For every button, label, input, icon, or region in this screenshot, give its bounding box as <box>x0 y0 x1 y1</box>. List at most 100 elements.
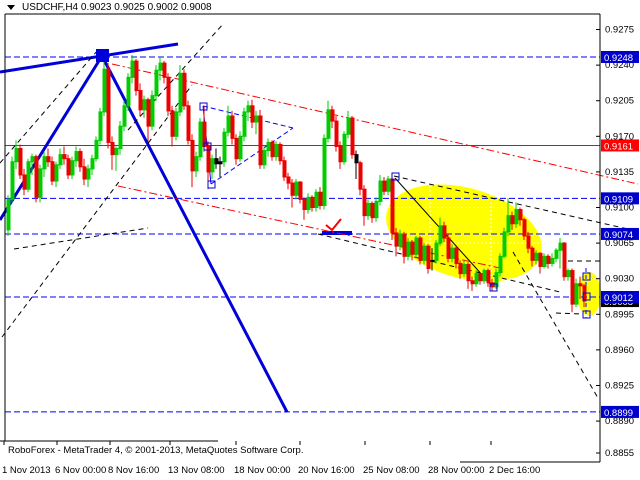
candle <box>178 65 183 116</box>
candle-body <box>54 164 59 182</box>
chart-title-ohlc: USDCHF,H4 0.9023 0.9025 0.9002 0.9008 <box>22 1 212 13</box>
price-tick-label: 0.9030 <box>605 274 634 285</box>
candle <box>570 268 575 313</box>
annotation-line[interactable] <box>127 22 225 131</box>
candle-body <box>42 156 47 170</box>
candle <box>462 260 467 277</box>
candle-body <box>422 245 427 261</box>
annotation-line[interactable] <box>512 251 599 399</box>
candle-body <box>474 273 479 285</box>
candle-body <box>94 139 99 160</box>
candle <box>126 73 131 111</box>
candle <box>350 115 355 159</box>
selection-handle-square[interactable] <box>489 283 498 292</box>
annotation-line[interactable] <box>317 233 561 293</box>
candle <box>34 154 39 203</box>
candle-body <box>262 150 267 166</box>
annotation-line[interactable] <box>1 84 193 338</box>
candle-body <box>254 115 259 123</box>
selection-handle-square[interactable] <box>207 180 216 189</box>
candle <box>330 105 335 129</box>
selection-handle-square[interactable] <box>203 142 212 151</box>
trendline-anchor-square[interactable] <box>96 49 109 62</box>
candle-body <box>46 156 51 163</box>
price-label-text: 0.8899 <box>604 408 633 419</box>
price-tick-label: 0.9275 <box>605 25 634 36</box>
candle-body <box>502 231 507 257</box>
selection-handle-square[interactable] <box>582 310 591 319</box>
candle-body <box>458 262 463 275</box>
candle-body <box>122 105 127 127</box>
annotation-line[interactable] <box>393 175 629 230</box>
chart-title-bar: USDCHF,H4 0.9023 0.9025 0.9002 0.9008 <box>5 1 212 13</box>
candle-body <box>538 252 543 267</box>
candle-body <box>246 105 251 113</box>
date-label: 8 Nov 16:00 <box>108 465 159 476</box>
candle-body <box>530 247 535 261</box>
candle <box>374 197 379 222</box>
candle <box>258 109 263 169</box>
date-label: 2 Dec 16:00 <box>489 465 540 476</box>
annotation-line[interactable] <box>100 55 289 413</box>
candle-body <box>74 151 79 162</box>
candle <box>558 238 563 269</box>
annotation-line[interactable] <box>111 63 639 185</box>
candle-body <box>222 131 227 163</box>
candle <box>442 221 447 243</box>
candle-body <box>82 166 87 180</box>
candle <box>398 229 403 251</box>
candle <box>278 142 283 165</box>
selection-handle-square[interactable] <box>199 102 208 111</box>
candle-body <box>414 237 419 255</box>
selection-handle-square[interactable] <box>582 272 591 281</box>
candle-body <box>234 137 239 160</box>
candle <box>222 128 227 167</box>
candle <box>526 231 531 254</box>
candle-body <box>22 174 27 190</box>
candle <box>382 176 387 196</box>
candle-body <box>134 60 139 92</box>
candle <box>474 270 479 287</box>
candle-body <box>266 141 271 152</box>
candle <box>82 158 87 186</box>
date-label: 28 Nov 00:00 <box>428 465 485 476</box>
candle-body <box>186 105 191 141</box>
candle-body <box>366 202 371 217</box>
candle-body <box>498 255 503 274</box>
annotation-line[interactable] <box>13 227 149 250</box>
annotation-line[interactable] <box>0 49 99 164</box>
candle <box>6 195 11 236</box>
symbol-dropdown-arrow-icon[interactable] <box>7 4 15 10</box>
candle <box>522 217 527 241</box>
candle-body <box>370 202 375 219</box>
candle <box>158 56 163 81</box>
price-tick-label: 0.8995 <box>605 309 634 320</box>
marks-layer <box>96 49 591 319</box>
candle-body <box>282 160 287 178</box>
selection-handle-square[interactable] <box>391 172 400 181</box>
annotation-line[interactable] <box>0 42 179 74</box>
candle <box>14 140 19 169</box>
date-label: 25 Nov 08:00 <box>363 465 420 476</box>
candle <box>490 278 495 291</box>
candle <box>190 134 195 188</box>
candle <box>94 136 99 162</box>
annotation-line[interactable] <box>210 127 294 185</box>
candle <box>170 105 175 147</box>
price-label-text: 0.9161 <box>604 141 633 152</box>
date-label: 18 Nov 00:00 <box>234 465 291 476</box>
candle <box>318 187 323 210</box>
candle <box>238 131 243 162</box>
candle <box>78 148 83 172</box>
candle <box>182 69 187 110</box>
annotation-line[interactable] <box>555 312 582 315</box>
candle-body <box>466 263 471 282</box>
date-label: 1 Nov 2013 <box>2 465 51 476</box>
annotation-line[interactable] <box>0 55 104 221</box>
candle-body <box>6 198 11 231</box>
candle <box>186 100 191 145</box>
selection-handle-square[interactable] <box>582 292 591 301</box>
candle <box>46 148 51 167</box>
candle-body <box>518 209 523 221</box>
